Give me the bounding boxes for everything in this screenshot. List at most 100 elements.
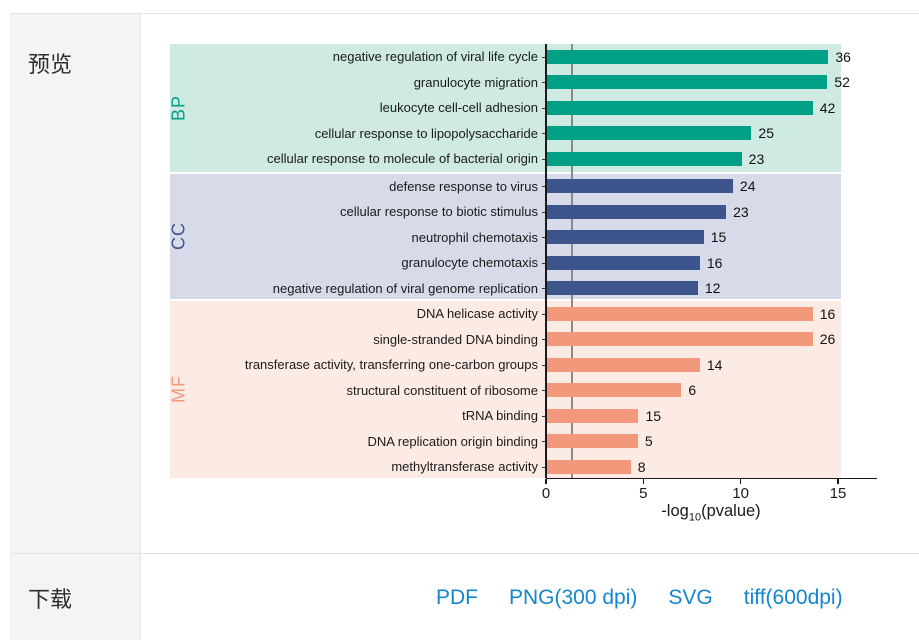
category-tick [542,158,546,160]
download-row: 下载 PDF PNG(300 dpi) SVG tiff(600dpi) [11,554,919,640]
count-label: 15 [710,229,727,246]
x-axis-tick-label: 5 [639,485,648,502]
count-label: 25 [758,125,774,142]
x-axis-tick-label: 0 [541,485,551,502]
term-label: negative regulation of viral life cycle [332,49,538,65]
bar [546,306,813,321]
count-label: 16 [706,254,723,271]
preview-row: 预览 BP negative regulation of viral life c… [11,14,919,554]
chart-row: granulocyte migration 52 [170,70,850,96]
term-label: transferase activity, transferring one-c… [244,357,538,373]
category-tick [542,56,546,58]
preview-row-label: 预览 [11,14,141,553]
count-label: 24 [739,178,756,195]
category-tick [542,82,546,84]
bar [546,255,700,270]
category-tick [542,288,546,290]
category-tick [542,186,546,188]
bar [546,459,631,474]
category-tick [542,237,546,239]
category-tick [542,390,546,392]
count-label: 36 [835,48,851,65]
x-axis-tick-label: 10 [732,485,750,502]
x-axis-tick [642,479,645,484]
x-axis-title: -log10(pvalue) [661,502,761,524]
term-label: negative regulation of viral genome repl… [272,280,538,296]
download-row-label: 下载 [11,554,141,640]
category-tick [542,107,546,109]
bar [546,434,638,449]
bar [546,357,700,372]
count-label: 14 [706,356,723,373]
category-tick [542,466,546,468]
x-axis-tick [837,479,839,484]
chart-row: cellular response to biotic stimulus 23 [170,199,841,225]
download-link-tiff-600dpi[interactable]: tiff(600dpi) [743,585,843,609]
download-link-pdf[interactable]: PDF [436,585,478,609]
x-axis-tick-label: 15 [829,485,847,502]
chart-row: cellular response to molecule of bacteri… [170,146,841,172]
bar [546,332,813,347]
count-label: 42 [819,99,836,116]
facet-section-cc: CC defense response to virus 24 cellular re… [169,171,841,302]
category-tick [542,415,546,417]
chart-row: methyltransferase activity 8 [170,454,841,480]
chart-row: DNA helicase activity 16 [170,301,841,327]
term-label: cellular response to molecule of bacteri… [267,151,538,167]
chart-row: granulocyte chemotaxis 16 [170,250,841,276]
download-content: PDF PNG(300 dpi) SVG tiff(600dpi) [141,554,919,640]
term-label: granulocyte chemotaxis [401,255,538,271]
y-axis-line [545,44,547,478]
bar [546,75,828,90]
chart-row: tRNA binding 15 [170,403,841,429]
category-tick [542,364,546,366]
bar [546,126,752,141]
term-label: structural constituent of ribosome [346,382,538,398]
count-label: 52 [834,74,850,91]
download-link-svg[interactable]: SVG [668,585,713,609]
term-label: neutrophil chemotaxis [411,229,538,245]
facet-section-mf: MF DNA helicase activity 16 single-stranded… [169,299,841,480]
count-label: 26 [819,331,836,348]
count-label: 15 [645,407,662,424]
bar [546,151,742,166]
chart-row: negative regulation of viral genome repl… [170,276,841,302]
chart-row: defense response to virus 24 [170,174,841,200]
x-axis-tick [545,479,547,484]
category-tick [542,133,546,135]
category-tick [542,339,546,341]
chart-row: DNA replication origin binding 5 [170,429,841,455]
x-axis-line [546,477,877,479]
bar [546,179,733,194]
count-label: 23 [748,150,765,167]
term-label: tRNA binding [462,408,538,424]
count-label: 6 [688,382,697,399]
download-link-png-300-dpi[interactable]: PNG(300 dpi) [509,585,638,609]
count-label: 8 [637,458,646,475]
category-tick [542,313,546,315]
term-label: DNA replication origin binding [367,433,538,449]
term-label: methyltransferase activity [391,459,538,475]
term-label: cellular response to lipopolysaccharide [314,125,538,141]
term-label: DNA helicase activity [416,306,538,322]
chart-sections: BP negative regulation of viral life cycl… [169,44,851,480]
chart-row: transferase activity, transferring one-c… [170,352,841,378]
chart-row: leukocyte cell-cell adhesion 42 [170,95,841,121]
bar [546,230,704,245]
count-label: 23 [733,203,749,220]
term-label: granulocyte migration [413,74,538,90]
count-label: 5 [644,433,653,450]
category-tick [542,441,546,443]
category-tick [542,262,546,264]
term-label: single-stranded DNA binding [373,331,538,347]
chart-row: structural constituent of ribosome 6 [170,378,841,404]
chart-row: single-stranded DNA binding 26 [170,327,841,353]
bar [546,408,639,423]
download-links: PDF PNG(300 dpi) SVG tiff(600dpi) [141,554,919,640]
bar [546,100,813,115]
x-axis-tick [739,479,742,484]
preview-content: BP negative regulation of viral life cycl… [141,14,919,553]
bar [546,49,829,64]
term-label: cellular response to biotic stimulus [340,204,538,220]
bar [546,204,727,219]
